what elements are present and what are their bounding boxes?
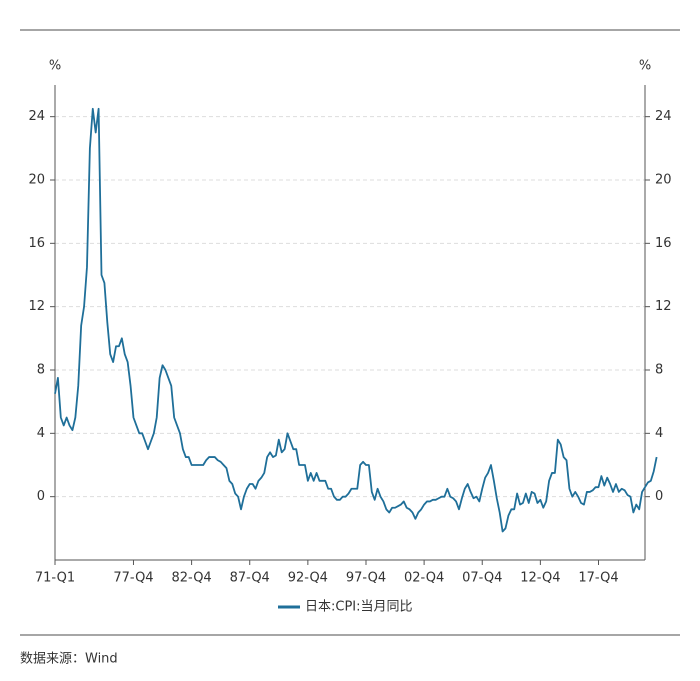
y2-tick-label: 12 (655, 299, 672, 314)
y2-tick-label: 20 (655, 173, 672, 188)
y2-tick-label: 4 (655, 426, 663, 441)
data-line (54, 107, 658, 533)
x-tick-label: 02-Q4 (404, 571, 444, 586)
x-tick-label: 97-Q4 (346, 571, 386, 586)
x-tick-label: 82-Q4 (171, 571, 211, 586)
y2-tick-label: 0 (655, 489, 663, 504)
y2-tick-label: 24 (655, 109, 672, 124)
x-tick-label: 12-Q4 (520, 571, 560, 586)
y2-axis-unit: % (639, 59, 651, 74)
x-tick-label: 71-Q1 (35, 571, 75, 586)
y-axis-unit: % (49, 59, 61, 74)
y-tick-label: 8 (37, 363, 45, 378)
x-tick-label: 92-Q4 (288, 571, 328, 586)
y2-tick-label: 16 (655, 236, 672, 251)
source-note: 数据来源：Wind (20, 652, 118, 667)
x-tick-label: 87-Q4 (230, 571, 270, 586)
x-tick-label: 77-Q4 (113, 571, 153, 586)
y-tick-label: 4 (37, 426, 45, 441)
x-tick-label: 17-Q4 (578, 571, 618, 586)
y-tick-label: 16 (28, 236, 45, 251)
legend-label: 日本:CPI:当月同比 (305, 600, 413, 615)
y-tick-label: 20 (28, 173, 45, 188)
x-tick-label: 07-Q4 (462, 571, 502, 586)
y-tick-label: 0 (37, 489, 45, 504)
y-tick-label: 24 (28, 109, 45, 124)
y-tick-label: 12 (28, 299, 45, 314)
y2-tick-label: 8 (655, 363, 663, 378)
